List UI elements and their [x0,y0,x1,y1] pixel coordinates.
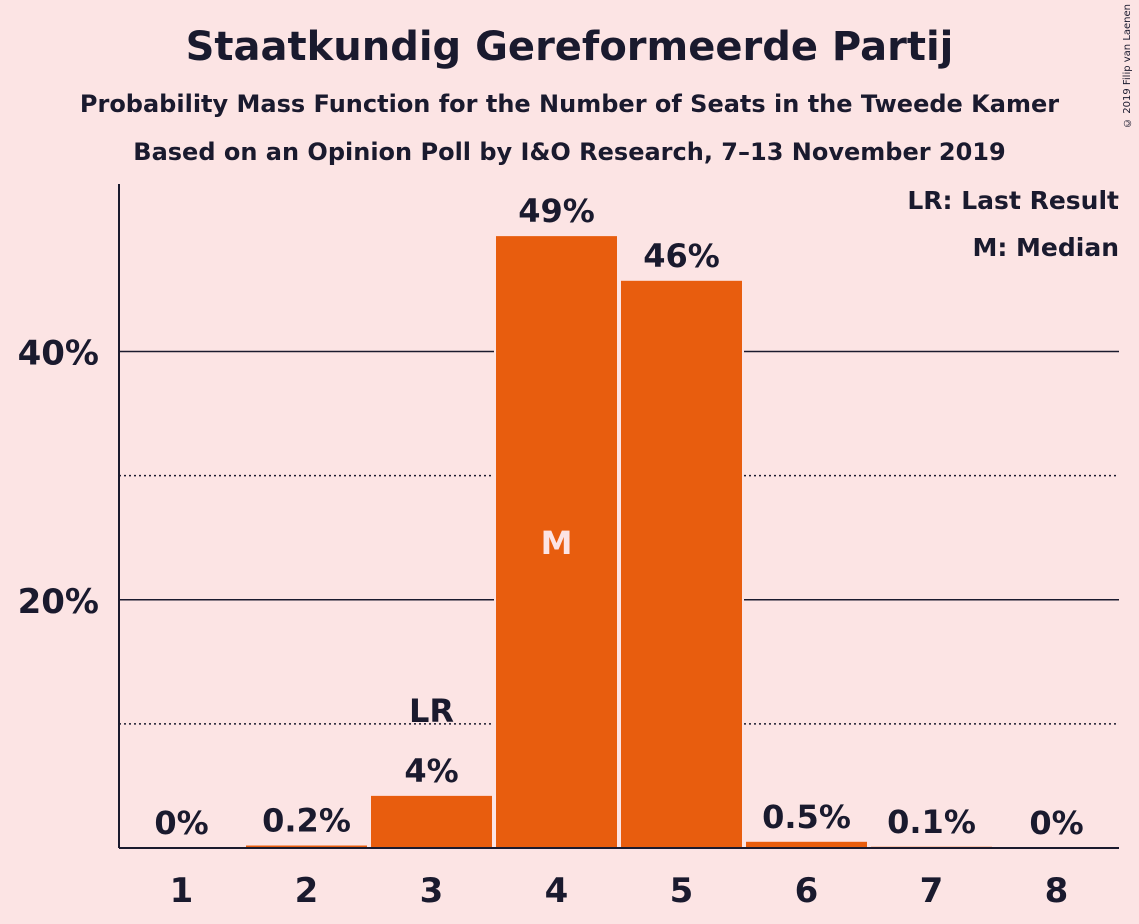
bar-gap [119,844,244,848]
x-tick-label: 4 [545,871,569,911]
bar-gap [244,841,369,848]
last-result-marker: LR [409,692,454,730]
bar-seat-2 [246,845,367,848]
x-tick-label: 3 [420,871,444,911]
bar-value-label: 0.5% [762,798,851,836]
x-tick-label: 6 [795,871,819,911]
bar-value-label: 0% [154,804,208,842]
x-tick-label: 1 [170,871,194,911]
chart-subtitle: Probability Mass Function for the Number… [79,90,1060,118]
legend-median: M: Median [972,233,1119,262]
bar-seat-3 [371,795,492,848]
x-tick-label: 8 [1045,871,1069,911]
bar-value-label: 46% [643,237,720,275]
x-tick-label: 2 [295,871,319,911]
legend-last-result: LR: Last Result [907,186,1119,215]
bar-value-label: 0.1% [887,803,976,841]
bar-value-label: 0.2% [262,802,351,840]
bar-value-label: 0% [1029,804,1083,842]
chart-source: Based on an Opinion Poll by I&O Research… [133,138,1006,166]
chart-title: Staatkundig Gereformeerde Partij [185,24,954,70]
bar-value-label: 49% [518,192,595,230]
bar-seat-5 [621,280,742,848]
bar-gap [994,844,1119,848]
bar-value-label: 4% [404,752,458,790]
median-marker: M [541,524,573,562]
bar-seat-4 [496,236,617,849]
y-tick-label: 40% [18,334,99,374]
bar-seat-6 [746,841,867,848]
bar-gap [869,842,994,848]
y-tick-label: 20% [18,582,99,622]
x-tick-label: 5 [670,871,694,911]
x-tick-label: 7 [920,871,944,911]
